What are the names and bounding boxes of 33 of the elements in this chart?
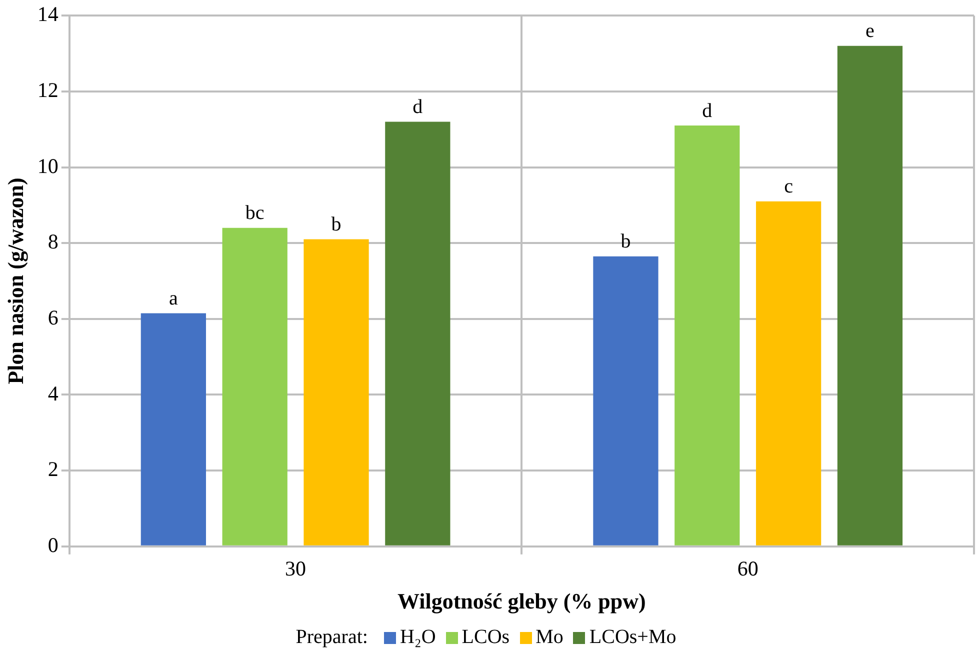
data-label: bc: [245, 202, 264, 224]
legend-label: Mo: [536, 626, 564, 649]
y-axis-title: Plon nasion (g/wazon): [2, 178, 28, 384]
data-label: b: [620, 230, 631, 253]
data-label: c: [784, 176, 794, 198]
data-label: b: [331, 214, 342, 236]
bar: [674, 126, 740, 546]
data-label: a: [168, 287, 178, 310]
y-tick-label: 0: [48, 532, 58, 557]
legend-title: Preparat:: [296, 626, 368, 649]
y-tick-label: 2: [48, 457, 58, 482]
bar: [385, 122, 450, 546]
y-tick-label: 12: [37, 78, 58, 102]
legend-label: H₂O: [400, 626, 436, 649]
x-axis-title: Wilgotność gleby (% ppw): [398, 588, 646, 614]
legend-label: LCOs+Mo: [589, 626, 676, 649]
y-tick-label: 4: [48, 381, 59, 406]
y-tick-label: 10: [37, 154, 58, 178]
data-label: d: [702, 100, 712, 122]
x-tick-label: 60: [737, 556, 758, 581]
bar: [593, 256, 658, 546]
bar: [304, 239, 369, 546]
data-label: d: [412, 96, 423, 118]
legend-label: LCOs: [462, 626, 510, 649]
bar: [837, 46, 903, 546]
y-tick-label: 6: [48, 305, 58, 330]
bar: [756, 201, 822, 546]
x-tick-label: 30: [285, 556, 306, 581]
y-tick-label: 14: [37, 2, 59, 26]
data-label: e: [866, 20, 875, 42]
y-tick-label: 8: [48, 230, 58, 254]
bar: [222, 228, 288, 546]
bar: [140, 313, 206, 546]
